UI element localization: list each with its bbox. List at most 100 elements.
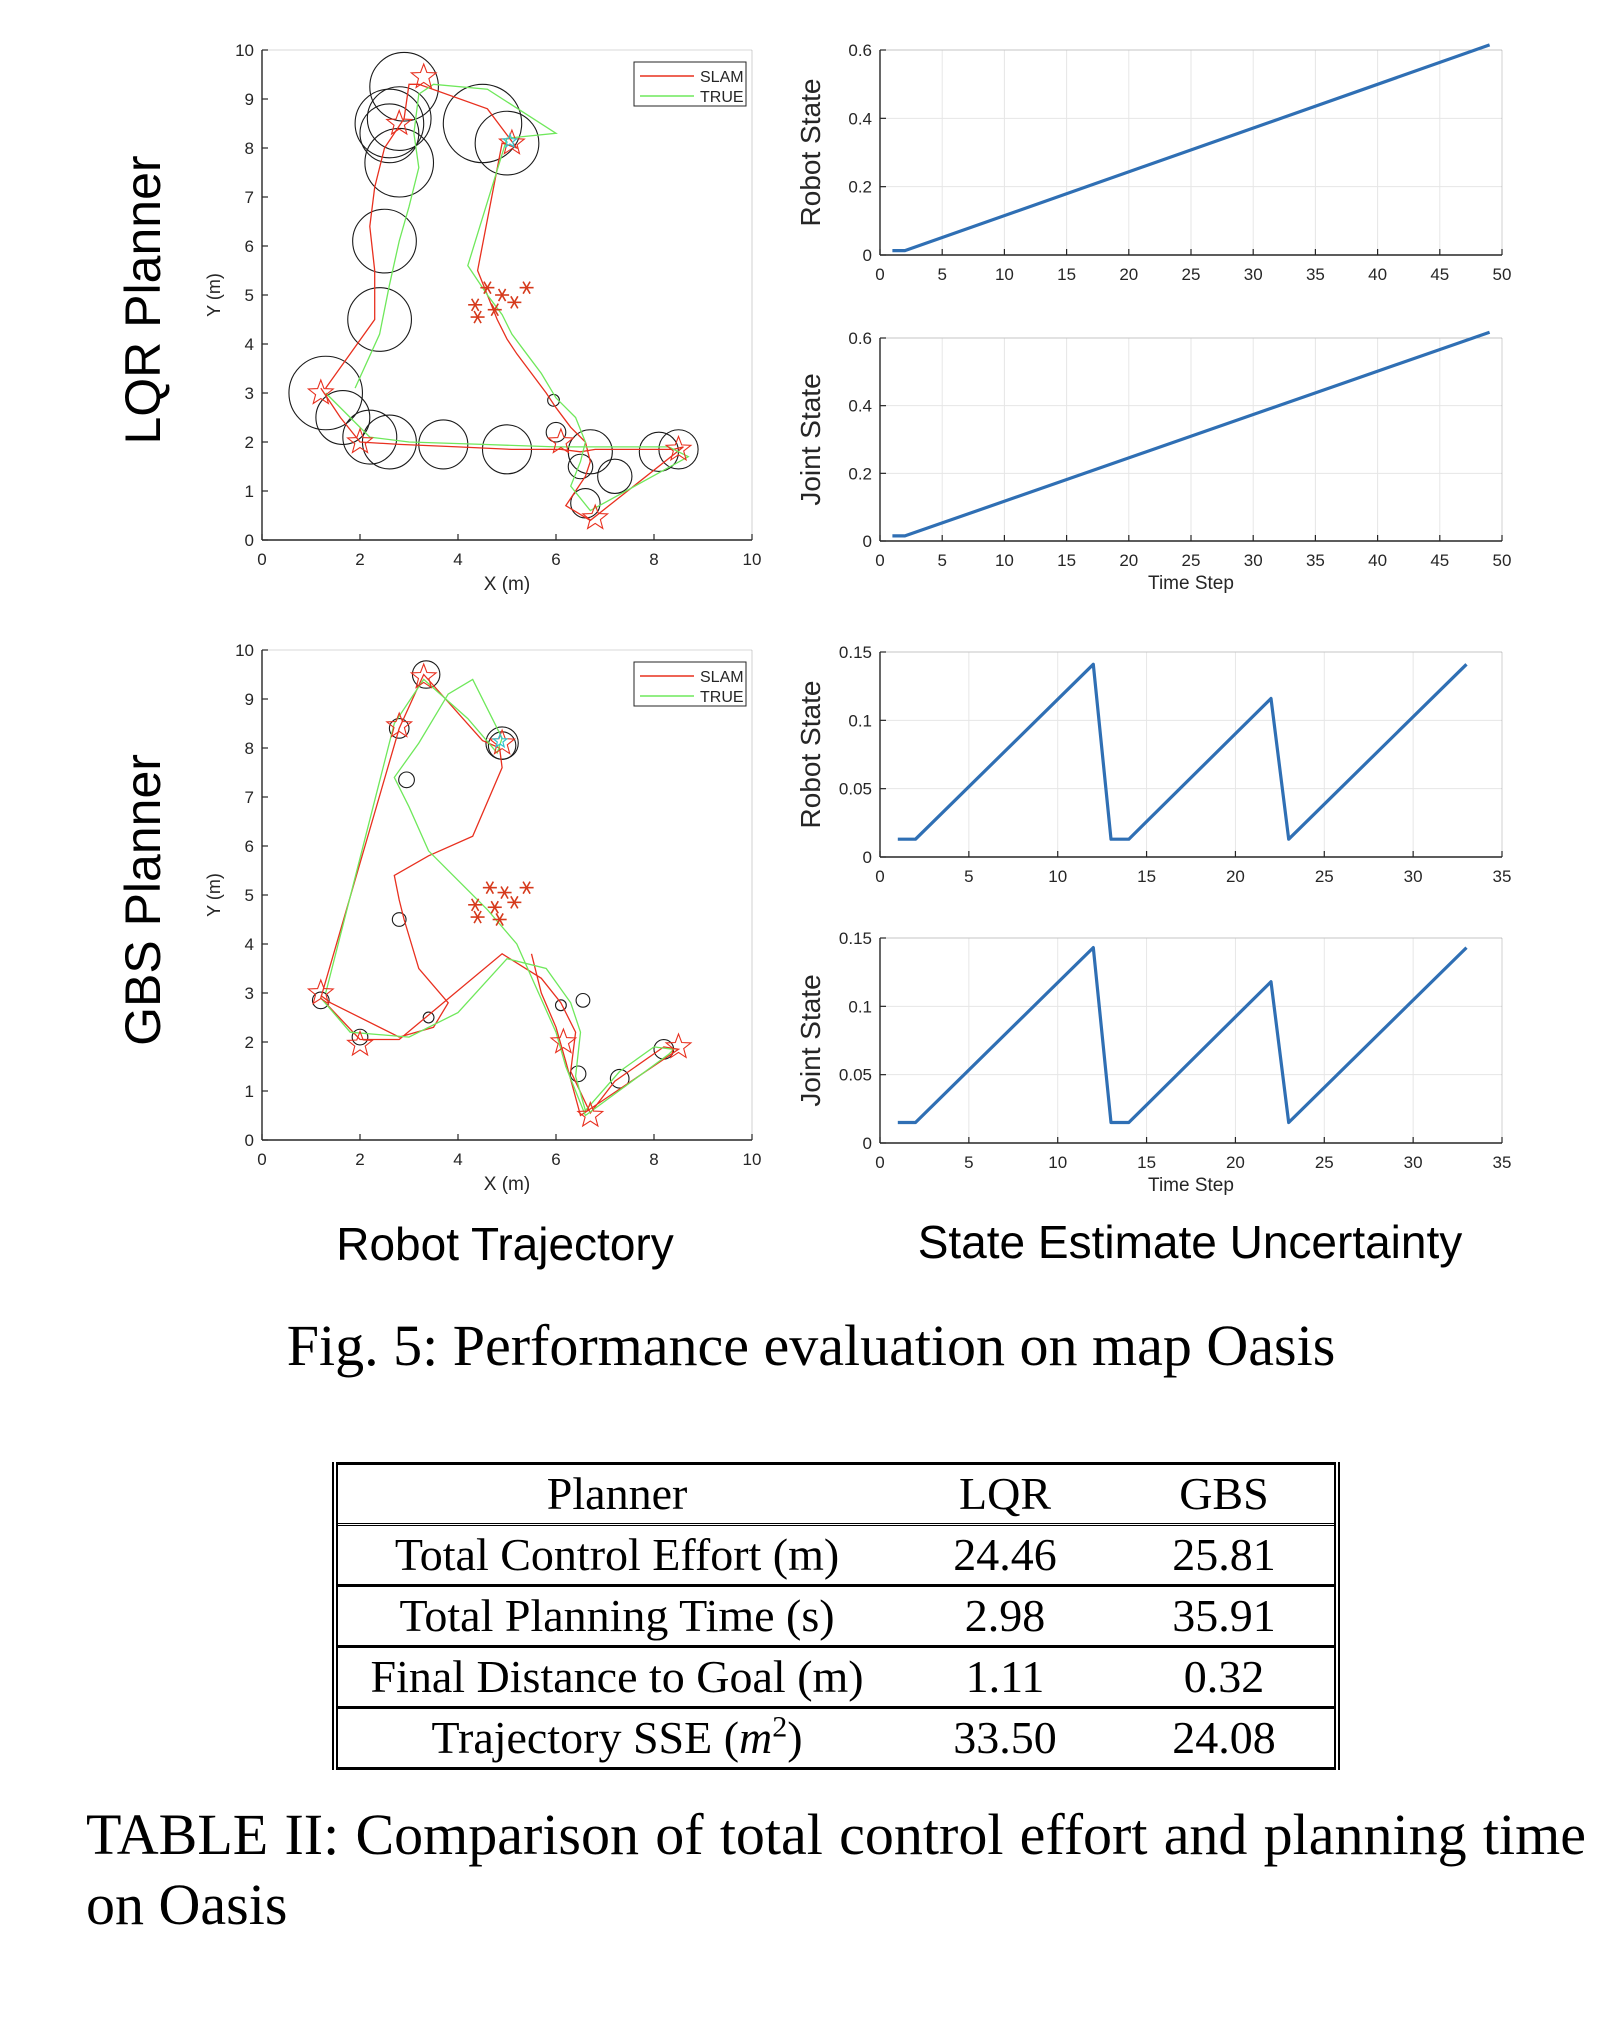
- y-tick-label: 0: [245, 531, 254, 550]
- y-tick-label: 0: [863, 246, 872, 265]
- x-tick-label: 2: [355, 550, 364, 569]
- landmark-stroke: [490, 303, 499, 317]
- table-row: Final Distance to Goal (m) 1.11 0.32: [331, 1645, 1341, 1709]
- lqr_robot_state-chart: 0 5 10 15 20 25 30 35 40 45 50 0 0.2 0.4 0.6 Robot Stat…: [795, 41, 1511, 284]
- waypoint-star: [664, 434, 693, 462]
- landmark-marker: [497, 886, 512, 900]
- y-axis-label: Robot State: [795, 79, 826, 227]
- metric-cell: Total Control Effort (m): [331, 1523, 897, 1587]
- landmark-stroke: [495, 913, 504, 926]
- metric-cell: Trajectory SSE (m2): [331, 1706, 897, 1770]
- landmark-marker: [519, 281, 534, 295]
- covariance-circle: [575, 992, 591, 1008]
- x-axis-label: Time Step: [1148, 573, 1234, 594]
- waypoint-star: [346, 427, 374, 454]
- x-tick-label: 5: [964, 1153, 973, 1172]
- landmark-stroke: [522, 881, 531, 895]
- x-tick-label: 6: [551, 550, 560, 569]
- covariance-circle: [366, 86, 432, 152]
- metric-suffix: ): [787, 1712, 803, 1763]
- landmark-stroke: [473, 910, 482, 924]
- landmark-stroke: [490, 900, 499, 914]
- landmark-stroke: [470, 898, 480, 912]
- y-tick-label: 9: [245, 690, 254, 709]
- covariance-circle: [288, 355, 364, 431]
- x-tick-label: 20: [1226, 1153, 1245, 1172]
- goal-marker: [501, 132, 519, 149]
- x-tick-label: 0: [257, 550, 266, 569]
- y-tick-label: 2: [245, 1033, 254, 1052]
- y-tick-label: 0.1: [848, 711, 872, 730]
- waypoint-star: [581, 503, 610, 530]
- y-tick-label: 2: [245, 433, 254, 452]
- covariance-circle: [554, 999, 567, 1012]
- waypoint-star: [385, 108, 414, 136]
- waypoint-star: [409, 62, 438, 89]
- x-tick-label: 10: [743, 1150, 762, 1169]
- x-tick-label: 8: [649, 550, 658, 569]
- landmark-marker: [470, 910, 485, 924]
- x-tick-label: 20: [1119, 551, 1138, 570]
- uncertainty-line: [892, 43, 1491, 253]
- x-tick-label: 10: [995, 551, 1014, 570]
- y-tick-label: 0.2: [848, 178, 872, 197]
- x-tick-label: 45: [1430, 265, 1449, 284]
- x-tick-label: 20: [1226, 867, 1245, 886]
- y-tick-label: 1: [245, 482, 254, 501]
- waypoint-star: [306, 378, 335, 405]
- x-tick-label: 15: [1137, 867, 1156, 886]
- waypoint-star: [549, 1027, 578, 1054]
- landmark-marker: [470, 310, 485, 324]
- x-tick-label: 30: [1404, 1153, 1423, 1172]
- lqr-cell: 33.50: [896, 1706, 1114, 1770]
- gbs_trajectory-chart: 0 2 4 6 8 10 0 1 2 3 4 5 6 7 8 9 10 X (m) Y (m) SLAM TRUE: [204, 641, 761, 1195]
- legend-label-true: TRUE: [700, 89, 744, 106]
- y-tick-label: 3: [245, 984, 254, 1003]
- waypoint-star: [385, 711, 414, 738]
- x-tick-label: 6: [551, 1150, 560, 1169]
- landmark-stroke: [522, 281, 531, 295]
- covariance-circle: [352, 208, 417, 274]
- covariance-circle: [351, 1028, 369, 1046]
- x-tick-label: 0: [875, 1153, 884, 1172]
- figure-5: LQR Planner GBS Planner Robot Trajectory…: [115, 41, 1511, 1270]
- table-row: Trajectory SSE (m2) 33.50 24.08: [331, 1706, 1341, 1770]
- y-axis-label: Robot State: [795, 681, 826, 829]
- x-tick-label: 15: [1057, 551, 1076, 570]
- table-row: Total Control Effort (m) 24.46 25.81: [331, 1523, 1341, 1587]
- covariance-circle: [388, 718, 410, 739]
- y-tick-label: 3: [245, 384, 254, 403]
- x-tick-label: 50: [1493, 551, 1512, 570]
- covariance-circle: [567, 429, 613, 475]
- landmark-marker: [507, 295, 522, 309]
- covariance-circle: [369, 51, 439, 122]
- y-tick-label: 9: [245, 90, 254, 109]
- landmark-stroke: [485, 881, 495, 895]
- landmark-marker: [468, 298, 483, 312]
- covariance-circle: [342, 409, 398, 465]
- covariance-circle: [545, 421, 567, 443]
- lqr-cell: 24.46: [896, 1523, 1114, 1587]
- y-axis-label: Y (m): [204, 273, 224, 317]
- landmark-stroke: [500, 886, 509, 900]
- y-tick-label: 0.6: [848, 329, 872, 348]
- y-tick-label: 0.2: [848, 464, 872, 483]
- x-tick-label: 45: [1430, 551, 1449, 570]
- gbs-cell: 35.91: [1113, 1584, 1341, 1648]
- x-tick-label: 35: [1306, 265, 1325, 284]
- results-table: Planner LQR GBS Total Control Effort (m)…: [331, 1462, 1341, 1770]
- lqr_joint_state-chart: 0 5 10 15 20 25 30 35 40 45 50 0 0.2 0.4 0.6 Time Step J…: [795, 329, 1511, 594]
- y-tick-label: 7: [245, 788, 254, 807]
- goal-marker: [491, 732, 509, 749]
- header-lqr: LQR: [896, 1462, 1114, 1526]
- y-tick-label: 5: [245, 886, 254, 905]
- y-tick-label: 6: [245, 837, 254, 856]
- x-tick-label: 40: [1368, 265, 1387, 284]
- y-tick-label: 4: [245, 935, 254, 954]
- x-axis-label: X (m): [484, 574, 530, 595]
- waypoint-star: [409, 662, 438, 689]
- metric-var: m: [739, 1712, 773, 1763]
- landmark-marker: [482, 881, 497, 895]
- landmark-stroke: [473, 310, 482, 324]
- covariance-circle: [398, 771, 415, 789]
